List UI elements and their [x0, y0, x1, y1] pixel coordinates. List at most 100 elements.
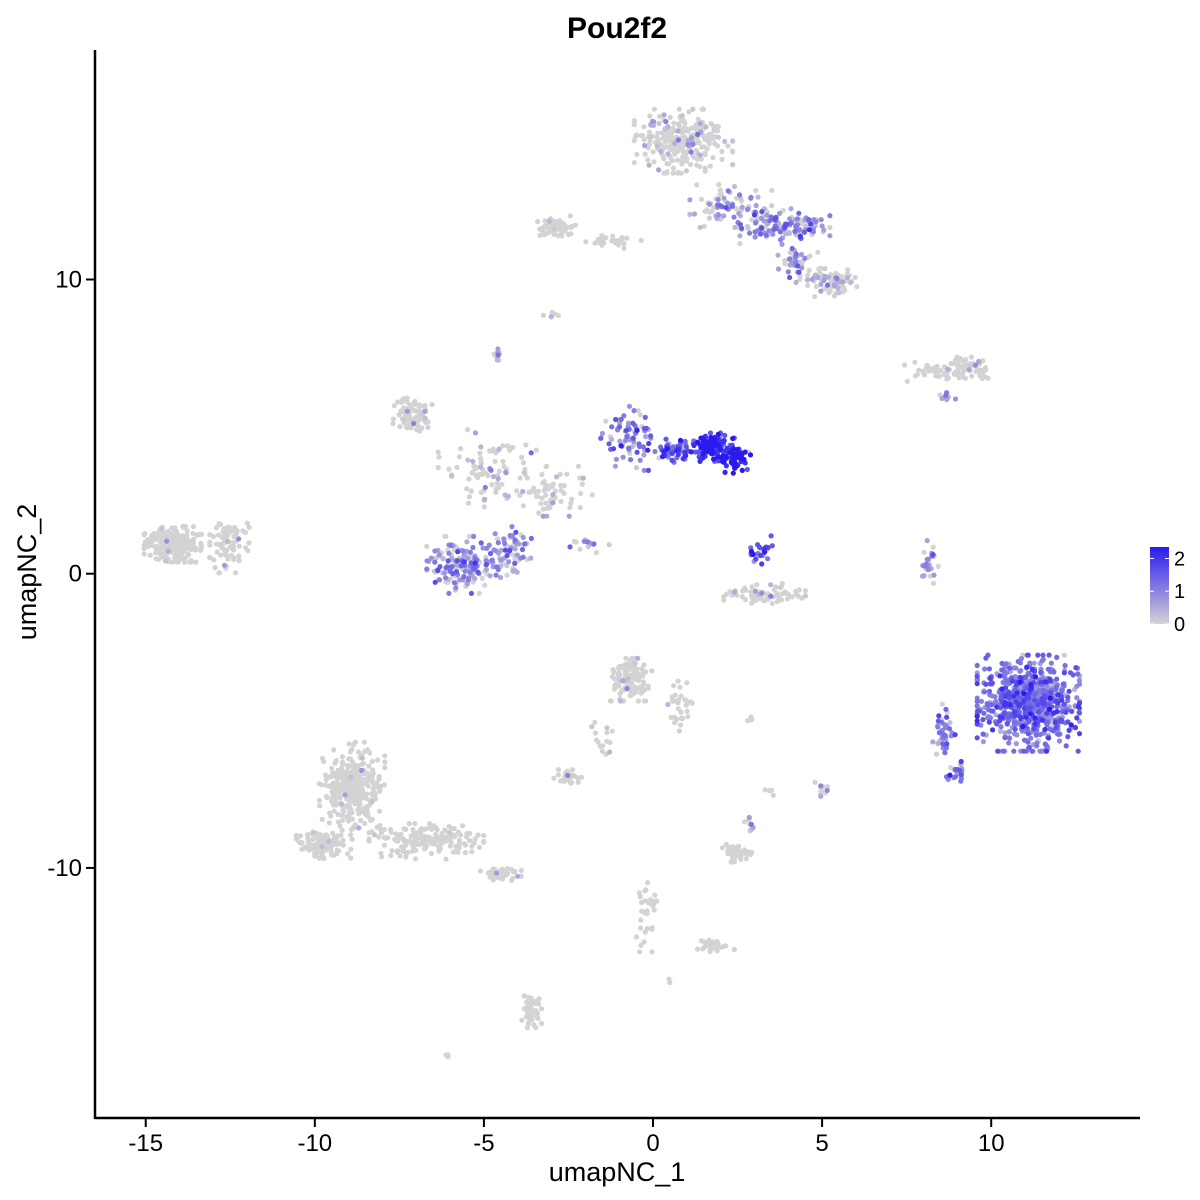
- cell-point: [669, 450, 675, 456]
- cell-point: [710, 450, 717, 456]
- cell-point: [676, 728, 682, 734]
- cell-point: [957, 356, 964, 362]
- cell-point: [367, 750, 373, 756]
- cell-point: [943, 706, 949, 712]
- cell-point: [959, 374, 966, 380]
- cell-point: [425, 424, 431, 430]
- cell-point: [805, 272, 811, 278]
- cell-point: [575, 779, 581, 786]
- cell-point: [968, 354, 975, 360]
- cell-point: [432, 579, 438, 585]
- cell-point: [194, 532, 200, 538]
- cell-point: [1048, 660, 1054, 666]
- cell-point: [952, 370, 958, 376]
- cell-point: [691, 442, 697, 449]
- cell-point: [197, 547, 203, 554]
- cell-point: [394, 849, 400, 855]
- cell-point: [809, 276, 815, 282]
- cell-point: [700, 451, 706, 457]
- cell-point: [1025, 731, 1031, 737]
- cell-point: [818, 217, 824, 223]
- cell-point: [572, 222, 579, 228]
- cell-point: [449, 473, 455, 479]
- cell-point: [665, 124, 671, 130]
- cell-point: [328, 774, 334, 780]
- cell-point: [329, 765, 335, 771]
- cell-point: [611, 669, 617, 676]
- cell-point: [321, 758, 327, 765]
- cell-point: [978, 698, 985, 704]
- cell-point: [495, 352, 501, 358]
- cell-point: [570, 772, 576, 778]
- cell-point: [983, 655, 989, 661]
- cell-point: [620, 678, 626, 684]
- cell-point: [422, 840, 428, 846]
- cell-point: [711, 134, 717, 140]
- cell-point: [700, 946, 706, 952]
- cell-point: [974, 673, 980, 679]
- cell-point: [308, 846, 314, 852]
- cell-point: [729, 203, 735, 209]
- cell-point: [711, 127, 717, 133]
- cell-point: [443, 856, 449, 862]
- cell-point: [719, 845, 725, 851]
- cell-point: [575, 463, 582, 469]
- cell-point: [337, 769, 343, 775]
- cell-point: [986, 666, 993, 672]
- cell-point: [525, 1002, 531, 1009]
- cell-point: [536, 1001, 542, 1007]
- cell-point: [608, 698, 614, 704]
- cell-point: [844, 275, 851, 281]
- cell-point: [777, 585, 783, 591]
- cell-point: [979, 375, 985, 381]
- cell-point: [1027, 705, 1033, 711]
- cell-point: [518, 867, 524, 874]
- cell-point: [349, 836, 355, 842]
- cell-point: [766, 788, 773, 794]
- cell-point: [748, 593, 755, 599]
- cell-point: [540, 226, 546, 232]
- cell-point: [388, 853, 394, 859]
- cell-point: [216, 521, 222, 527]
- cell-point: [641, 662, 647, 668]
- cell-point: [785, 269, 791, 275]
- cell-point: [821, 227, 827, 233]
- cell-point: [1013, 741, 1020, 747]
- cell-point: [446, 466, 452, 472]
- cell-point: [599, 239, 605, 245]
- cell-point: [323, 777, 329, 783]
- cell-point: [999, 667, 1005, 673]
- cell-point: [185, 552, 192, 558]
- cell-point: [793, 279, 799, 285]
- cell-point: [558, 482, 564, 489]
- cell-point: [428, 850, 434, 857]
- x-tick-label: -5: [473, 1130, 494, 1157]
- cell-point: [346, 756, 352, 762]
- cell-point: [720, 459, 726, 465]
- cell-point: [642, 898, 649, 904]
- cell-point: [613, 456, 620, 462]
- cell-point: [666, 131, 672, 137]
- cell-point: [631, 118, 637, 124]
- cell-point: [798, 251, 805, 258]
- cell-point: [762, 549, 768, 555]
- cell-point: [999, 686, 1005, 692]
- cell-point: [424, 558, 430, 564]
- cell-point: [468, 560, 474, 566]
- cell-point: [482, 582, 488, 588]
- cell-point: [925, 566, 932, 573]
- cell-point: [381, 842, 388, 848]
- cell-point: [147, 552, 153, 558]
- cell-point: [957, 365, 964, 371]
- cell-point: [759, 561, 765, 567]
- cell-point: [467, 549, 473, 555]
- cell-point: [1031, 697, 1038, 703]
- cell-point: [902, 362, 908, 368]
- cell-point: [948, 733, 954, 739]
- cell-point: [764, 212, 770, 218]
- cell-point: [679, 161, 685, 167]
- cell-point: [806, 217, 812, 223]
- cell-point: [458, 446, 464, 452]
- cell-point: [663, 118, 669, 125]
- cell-point: [904, 378, 910, 384]
